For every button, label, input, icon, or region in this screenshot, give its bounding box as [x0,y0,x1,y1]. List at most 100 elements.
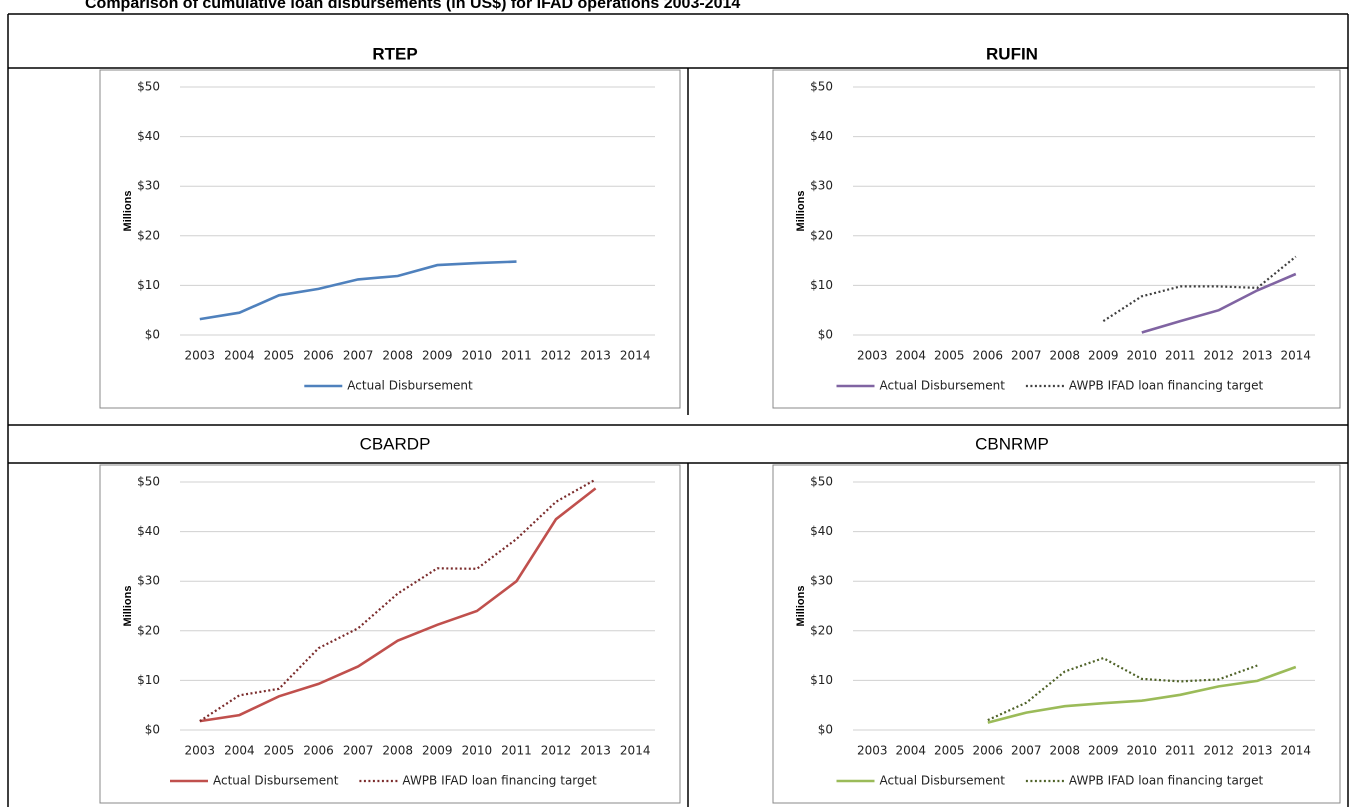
x-tick-label: 2013 [1242,744,1273,758]
x-tick-label: 2003 [185,349,216,363]
y-tick-label: $50 [810,80,833,94]
chart-title: RTEP [372,44,417,63]
y-tick-label: $0 [818,723,833,737]
x-tick-label: 2004 [224,744,255,758]
x-tick-label: 2013 [580,744,611,758]
x-tick-label: 2012 [1203,744,1234,758]
x-tick-label: 2009 [1088,744,1119,758]
x-tick-label: 2014 [1280,744,1311,758]
x-tick-label: 2011 [1165,744,1196,758]
y-tick-label: $10 [137,673,160,687]
chart-title: CBARDP [360,434,431,453]
x-tick-label: 2007 [1011,349,1042,363]
y-tick-label: $40 [810,524,833,538]
table-frame [7,13,1349,807]
x-tick-label: 2005 [934,349,965,363]
x-tick-label: 2006 [972,744,1003,758]
x-tick-label: 2014 [620,744,651,758]
x-tick-label: 2006 [303,744,334,758]
x-tick-label: 2012 [541,744,572,758]
y-tick-label: $20 [137,228,160,242]
chart-frame [99,464,681,804]
y-tick-label: $10 [810,278,833,292]
y-tick-label: $20 [810,623,833,637]
x-tick-label: 2009 [422,349,453,363]
doc-title: Comparison of cumulative loan disburseme… [85,0,740,12]
x-tick-label: 2008 [1049,744,1080,758]
x-tick-label: 2008 [382,349,413,363]
y-tick-label: $20 [810,228,833,242]
y-tick-label: $30 [137,574,160,588]
y-tick-label: $50 [810,475,833,489]
y-axis-label: Millions [795,586,807,627]
chart-frame [99,69,681,409]
x-tick-label: 2007 [343,349,374,363]
x-tick-label: 2005 [264,744,295,758]
y-tick-label: $0 [818,328,833,342]
y-tick-label: $50 [137,80,160,94]
x-tick-label: 2010 [462,744,493,758]
x-tick-label: 2004 [895,349,926,363]
data-line [987,665,1297,724]
legend-label: AWPB IFAD loan financing target [1069,379,1264,393]
y-tick-label: $10 [137,278,160,292]
x-tick-label: 2013 [1242,349,1273,363]
y-tick-label: $30 [137,179,160,193]
x-tick-label: 2014 [1280,349,1311,363]
x-tick-label: 2009 [1088,349,1119,363]
x-tick-label: 2011 [501,744,532,758]
legend-label: AWPB IFAD loan financing target [402,774,597,788]
y-tick-label: $40 [137,129,160,143]
data-line [1141,272,1297,334]
chart: $0 $10 $20 $30 $40 $50 Millions 2003 2004 2005 200… [99,464,681,804]
x-tick-label: 2006 [972,349,1003,363]
x-tick-label: 2004 [895,744,926,758]
x-tick-label: 2011 [501,349,532,363]
x-tick-label: 2006 [303,349,334,363]
legend-label: Actual Disbursement [880,774,1006,788]
y-tick-label: $40 [137,524,160,538]
x-tick-label: 2007 [1011,744,1042,758]
y-axis-label: Millions [795,191,807,232]
y-tick-label: $30 [810,179,833,193]
y-tick-label: $40 [810,129,833,143]
x-tick-label: 2011 [1165,349,1196,363]
x-tick-label: 2010 [462,349,493,363]
x-tick-label: 2007 [343,744,374,758]
x-tick-label: 2012 [1203,349,1234,363]
x-tick-label: 2005 [934,744,965,758]
x-tick-label: 2003 [857,349,888,363]
legend-label: Actual Disbursement [213,774,339,788]
x-tick-label: 2010 [1126,349,1157,363]
x-tick-label: 2004 [224,349,255,363]
chart: $0 $10 $20 $30 $40 $50 Millions 2003 2004 2005 200… [772,464,1341,804]
legend-label: Actual Disbursement [347,379,473,393]
y-tick-label: $30 [810,574,833,588]
chart-frame [772,464,1341,804]
y-tick-label: $50 [137,475,160,489]
y-axis-label: Millions [122,586,134,627]
x-tick-label: 2005 [264,349,295,363]
x-tick-label: 2009 [422,744,453,758]
chart: $0 $10 $20 $30 $40 $50 Millions 2003 2004 2005 200… [99,69,681,409]
y-axis-label: Millions [122,191,134,232]
x-tick-label: 2008 [382,744,413,758]
y-tick-label: $10 [810,673,833,687]
x-tick-label: 2014 [620,349,651,363]
x-tick-label: 2010 [1126,744,1157,758]
x-tick-label: 2003 [185,744,216,758]
legend-label: AWPB IFAD loan financing target [1069,774,1264,788]
x-tick-label: 2012 [541,349,572,363]
legend-label: Actual Disbursement [880,379,1006,393]
chart: $0 $10 $20 $30 $40 $50 Millions 2003 2004 2005 200… [772,69,1341,409]
x-tick-label: 2008 [1049,349,1080,363]
data-line [199,487,597,723]
data-line [199,260,517,321]
y-tick-label: $0 [145,723,160,737]
y-tick-label: $0 [145,328,160,342]
chart-frame [772,69,1341,409]
chart-title: CBNRMP [975,434,1049,453]
data-line [987,656,1258,722]
x-tick-label: 2003 [857,744,888,758]
